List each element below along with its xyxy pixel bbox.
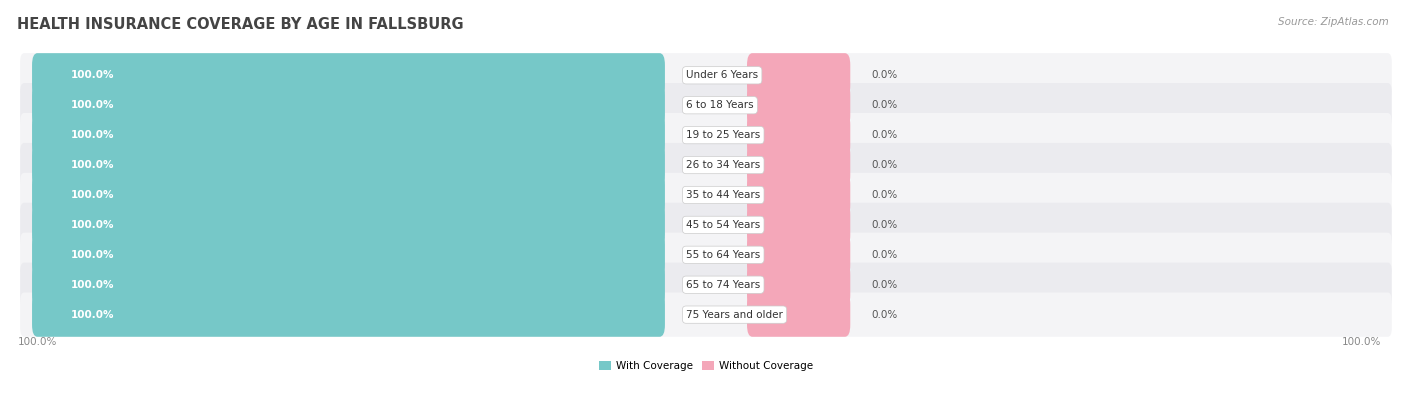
Text: 0.0%: 0.0% [872, 250, 897, 260]
FancyBboxPatch shape [747, 53, 851, 98]
FancyBboxPatch shape [20, 83, 1392, 127]
FancyBboxPatch shape [747, 173, 851, 217]
FancyBboxPatch shape [747, 233, 851, 277]
FancyBboxPatch shape [32, 293, 665, 337]
Text: HEALTH INSURANCE COVERAGE BY AGE IN FALLSBURG: HEALTH INSURANCE COVERAGE BY AGE IN FALL… [17, 17, 464, 32]
FancyBboxPatch shape [747, 83, 851, 127]
FancyBboxPatch shape [747, 143, 851, 187]
Text: 100.0%: 100.0% [70, 70, 114, 80]
Text: 100.0%: 100.0% [70, 130, 114, 140]
FancyBboxPatch shape [20, 113, 1392, 157]
FancyBboxPatch shape [20, 263, 1392, 307]
FancyBboxPatch shape [20, 233, 1392, 277]
Text: 100.0%: 100.0% [70, 190, 114, 200]
FancyBboxPatch shape [747, 263, 851, 307]
FancyBboxPatch shape [32, 113, 665, 157]
Text: 75 Years and older: 75 Years and older [686, 310, 783, 320]
Text: 65 to 74 Years: 65 to 74 Years [686, 280, 761, 290]
Text: 0.0%: 0.0% [872, 100, 897, 110]
Text: 100.0%: 100.0% [70, 310, 114, 320]
Text: 0.0%: 0.0% [872, 310, 897, 320]
FancyBboxPatch shape [20, 173, 1392, 217]
FancyBboxPatch shape [747, 203, 851, 247]
Text: Source: ZipAtlas.com: Source: ZipAtlas.com [1278, 17, 1389, 27]
Text: 100.0%: 100.0% [70, 220, 114, 230]
FancyBboxPatch shape [20, 143, 1392, 187]
FancyBboxPatch shape [20, 293, 1392, 337]
Text: 0.0%: 0.0% [872, 220, 897, 230]
FancyBboxPatch shape [20, 53, 1392, 98]
Text: 100.0%: 100.0% [70, 280, 114, 290]
Text: 0.0%: 0.0% [872, 280, 897, 290]
FancyBboxPatch shape [32, 53, 665, 98]
Text: 0.0%: 0.0% [872, 130, 897, 140]
Text: 0.0%: 0.0% [872, 190, 897, 200]
Text: 100.0%: 100.0% [70, 100, 114, 110]
FancyBboxPatch shape [747, 293, 851, 337]
Text: 0.0%: 0.0% [872, 70, 897, 80]
Text: 26 to 34 Years: 26 to 34 Years [686, 160, 761, 170]
FancyBboxPatch shape [32, 143, 665, 187]
Text: 55 to 64 Years: 55 to 64 Years [686, 250, 761, 260]
Text: 35 to 44 Years: 35 to 44 Years [686, 190, 761, 200]
Text: 6 to 18 Years: 6 to 18 Years [686, 100, 754, 110]
Text: 45 to 54 Years: 45 to 54 Years [686, 220, 761, 230]
FancyBboxPatch shape [32, 203, 665, 247]
FancyBboxPatch shape [747, 113, 851, 157]
Text: 100.0%: 100.0% [70, 160, 114, 170]
FancyBboxPatch shape [20, 203, 1392, 247]
Text: Under 6 Years: Under 6 Years [686, 70, 758, 80]
Legend: With Coverage, Without Coverage: With Coverage, Without Coverage [595, 357, 817, 375]
FancyBboxPatch shape [32, 83, 665, 127]
FancyBboxPatch shape [32, 263, 665, 307]
Text: 100.0%: 100.0% [70, 250, 114, 260]
Text: 19 to 25 Years: 19 to 25 Years [686, 130, 761, 140]
Text: 0.0%: 0.0% [872, 160, 897, 170]
FancyBboxPatch shape [32, 173, 665, 217]
FancyBboxPatch shape [32, 233, 665, 277]
